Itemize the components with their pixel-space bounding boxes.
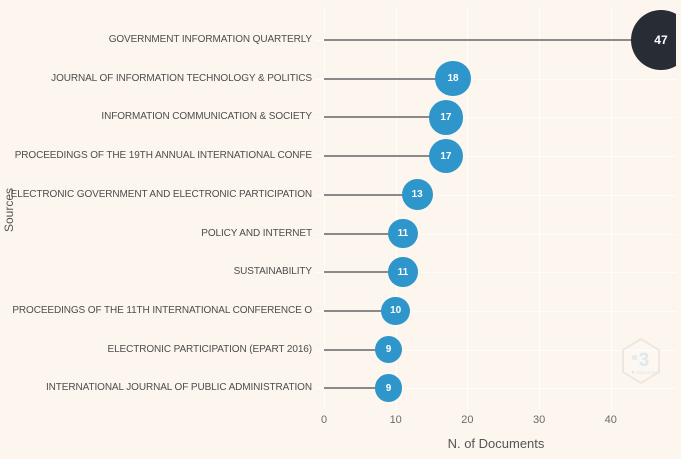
gridline-horizontal: [316, 233, 676, 235]
lollipop-marker[interactable]: 10: [381, 296, 410, 326]
category-label: POLICY AND INTERNET: [201, 227, 312, 239]
gridline-horizontal: [316, 272, 676, 274]
gridline-vertical: [467, 6, 469, 410]
x-tick-label: 30: [532, 414, 546, 426]
gridline-vertical: [395, 6, 397, 410]
category-label: INTERNATIONAL JOURNAL OF PUBLIC ADMINIST…: [46, 382, 312, 394]
lollipop-stem: [324, 271, 403, 274]
marker-value: 17: [440, 111, 452, 123]
lollipop-marker[interactable]: 47: [630, 9, 676, 71]
category-label: ELECTRONIC PARTICIPATION (EPART 2016): [107, 343, 313, 355]
gridline-horizontal: [316, 388, 676, 390]
lollipop-stem: [324, 77, 454, 80]
lollipop-stem: [324, 116, 446, 119]
lollipop-stem: [324, 348, 389, 351]
category-label: ELECTRONIC GOVERNMENT AND ELECTRONIC PAR…: [10, 188, 312, 200]
lollipop-marker[interactable]: 11: [388, 218, 418, 249]
lollipop-marker[interactable]: 9: [374, 335, 403, 364]
marker-value: 13: [411, 189, 423, 201]
gridline-vertical: [324, 6, 325, 410]
category-label: PROCEEDINGS OF THE 19TH ANNUAL INTERNATI…: [14, 150, 312, 162]
lollipop-marker[interactable]: 17: [428, 100, 464, 135]
x-tick-label: 0: [320, 414, 328, 426]
lollipop-stem: [324, 155, 446, 158]
gridline-horizontal: [316, 156, 676, 158]
lollipop-stem: [324, 193, 418, 196]
gridline-vertical: [610, 6, 612, 410]
lollipop-stem: [324, 232, 403, 235]
category-label: SUSTAINABILITY: [233, 266, 313, 278]
marker-value: 10: [390, 305, 402, 317]
category-label: GOVERNMENT INFORMATION QUARTERLY: [108, 34, 312, 46]
lollipop-marker[interactable]: 13: [401, 179, 433, 211]
marker-value: 9: [385, 382, 392, 394]
gridline-vertical: [539, 6, 541, 410]
lollipop-marker[interactable]: 18: [435, 60, 471, 97]
gridline-horizontal: [316, 310, 676, 312]
svg-text:bibliometrix: bibliometrix: [636, 370, 660, 375]
bibliometrix-logo-icon: 3 bibliometrix: [622, 337, 660, 385]
lollipop-marker[interactable]: 11: [388, 257, 418, 287]
marker-value: 17: [440, 150, 452, 162]
x-axis-title: N. of Documents: [447, 436, 545, 451]
gridline-horizontal: [316, 194, 676, 196]
lollipop-marker[interactable]: 17: [428, 138, 464, 174]
gridline-horizontal: [316, 117, 676, 119]
category-label: PROCEEDINGS OF THE 11TH INTERNATIONAL CO…: [12, 304, 312, 316]
plot-area[interactable]: 47 18 17 17 13 11 11 10 9 9: [316, 6, 676, 410]
x-tick-label: 10: [389, 414, 402, 426]
lollipop-stem: [324, 39, 661, 41]
gridline-horizontal: [316, 78, 676, 80]
x-tick-label: 20: [461, 414, 474, 426]
lollipop-stem: [324, 387, 389, 390]
marker-value: 47: [654, 32, 668, 47]
x-tick-label: 40: [604, 414, 617, 426]
lollipop-marker[interactable]: 9: [374, 374, 403, 403]
category-label: INFORMATION COMMUNICATION & SOCIETY: [101, 111, 312, 123]
marker-value: 18: [447, 73, 459, 85]
category-label: JOURNAL OF INFORMATION TECHNOLOGY & POLI…: [51, 72, 312, 84]
lollipop-stem: [324, 309, 396, 312]
gridline-horizontal: [316, 349, 676, 351]
marker-value: 11: [397, 266, 409, 278]
marker-value: 9: [385, 344, 392, 356]
svg-text:3: 3: [639, 350, 650, 371]
marker-value: 11: [397, 227, 409, 239]
